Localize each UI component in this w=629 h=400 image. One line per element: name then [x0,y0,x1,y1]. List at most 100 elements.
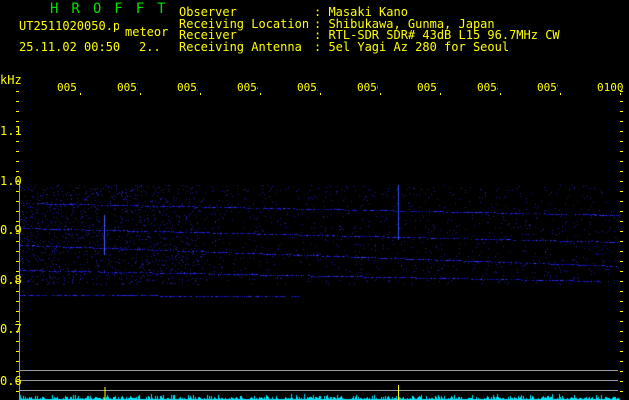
y-tick [16,161,19,162]
y-tick [16,311,19,312]
y-tick [16,211,19,212]
y-tick [16,391,19,392]
y-tick-right [620,391,623,392]
time-label: 0056 [357,81,378,94]
count: 2.. [139,40,161,54]
y-label: 1.0 [0,174,22,188]
y-tick-right [620,191,623,192]
y-tick-right [620,361,623,362]
y-tick [16,151,19,152]
time-label: 0057 [417,81,438,94]
time-label: 0100 [597,81,624,94]
filename: UT2511020050.png [19,20,119,32]
y-tick [16,331,19,332]
y-tick-right [620,351,623,352]
y-label: 0.8 [0,273,22,287]
y-tick-right [620,101,623,102]
receiver-value: : RTL-SDR SDR# 43dB L15 96.7MHz CW [314,28,560,42]
y-tick [16,221,19,222]
y-tick-right [620,261,623,262]
time-tick [620,93,621,95]
y-tick [16,141,19,142]
y-tick-right [620,171,623,172]
y-tick [16,341,19,342]
y-tick-right [620,271,623,272]
receiver-label: Receiver [179,28,237,42]
time-tick [500,93,501,95]
y-tick [16,261,19,262]
y-tick [16,201,19,202]
y-tick [16,171,19,172]
y-tick-right [620,131,623,132]
y-tick-right [620,341,623,342]
y-tick-right [620,291,623,292]
time-tick [200,93,201,95]
y-label: 1.1 [0,124,22,138]
app-title: HROFFT [50,1,179,17]
y-tick-right [620,231,623,232]
antenna-label: Receiving Antenna [179,40,302,54]
y-tick [16,121,19,122]
y-tick-right [620,241,623,242]
y-tick-right [620,251,623,252]
location-label: Receiving Location [179,17,310,31]
y-tick-right [620,151,623,152]
time-tick [260,93,261,95]
y-tick-right [620,321,623,322]
time-tick [320,93,321,95]
y-label: 0.9 [0,223,22,237]
time-label: 0059 [537,81,558,94]
time-tick [440,93,441,95]
y-tick [16,381,19,382]
y-tick-right [620,121,623,122]
y-tick-right [620,221,623,222]
observer-label: Observer [179,5,237,19]
y-tick-right [620,381,623,382]
location-value: : Shibukawa, Gunma, Japan [314,17,495,31]
time-label: 0051 [57,81,78,94]
y-tick [16,241,19,242]
y-tick [16,91,19,92]
y-tick-right [620,111,623,112]
y-tick [16,321,19,322]
time-label: 0052 [117,81,138,94]
y-tick [16,371,19,372]
observer-value: : Masaki Kano [314,5,408,19]
y-tick [16,191,19,192]
time-tick [80,93,81,95]
y-tick [16,251,19,252]
y-tick-right [620,141,623,142]
mode-label: meteor [125,25,169,39]
y-tick [16,181,19,182]
y-unit: kHz [0,73,22,87]
y-tick [16,361,19,362]
y-label: 0.7 [0,322,22,336]
y-tick-right [620,301,623,302]
time-label: 0054 [237,81,258,94]
time-tick [380,93,381,95]
time-tick [560,93,561,95]
y-tick-right [620,371,623,372]
time-label: 0053 [177,81,198,94]
y-tick-right [620,331,623,332]
antenna-value: : 5el Yagi Az 280 for Seoul [314,40,510,54]
y-tick-right [620,211,623,212]
datetime: 25.11.02 00:50 [19,40,121,54]
time-label: 0058 [477,81,498,94]
y-tick-right [620,311,623,312]
y-tick-right [620,281,623,282]
y-tick [16,271,19,272]
y-tick [16,231,19,232]
time-label: 0055 [297,81,318,94]
y-tick-right [620,181,623,182]
y-tick [16,111,19,112]
y-tick [16,291,19,292]
y-tick [16,131,19,132]
y-tick [16,281,19,282]
time-tick [140,93,141,95]
y-tick [16,301,19,302]
y-tick [16,101,19,102]
y-label: 0.6 [0,374,22,388]
